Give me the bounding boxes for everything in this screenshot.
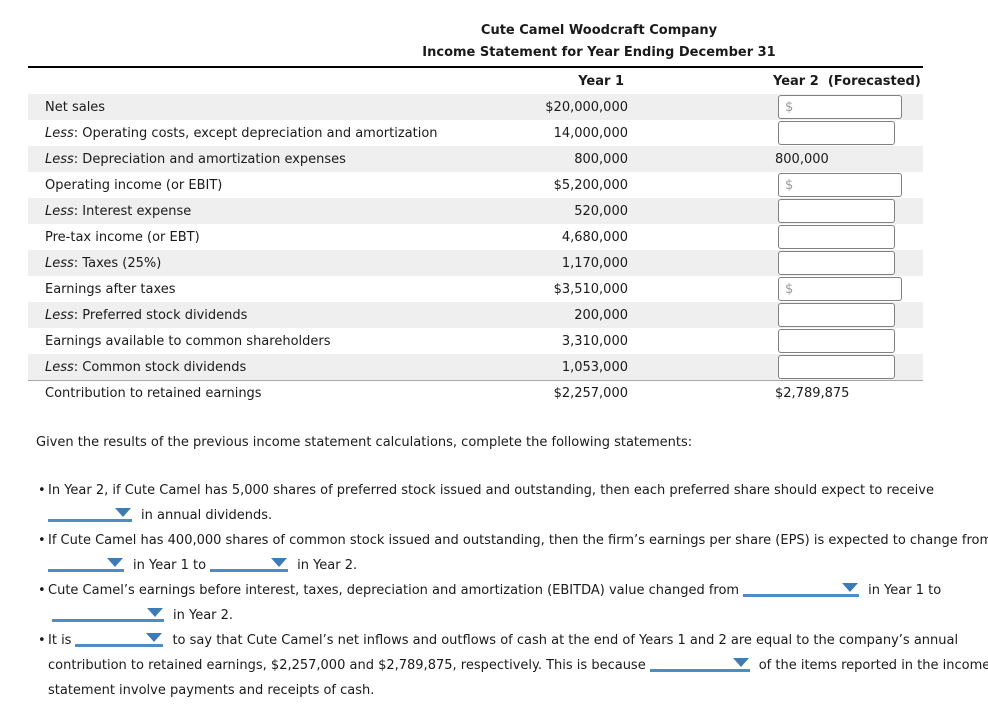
interest-expense-input-box xyxy=(778,199,895,223)
net-sales-input-box: $ xyxy=(778,95,902,119)
year1-value: $3,510,000 xyxy=(553,281,628,297)
eps-year2-dropdown[interactable] xyxy=(210,554,289,572)
it-is-dropdown[interactable] xyxy=(75,629,164,647)
year1-value: $20,000,000 xyxy=(545,99,628,115)
table-row: Less: Depreciation and amortization expe… xyxy=(28,146,923,172)
interest-expense-input[interactable] xyxy=(779,201,894,221)
dollar-prefix: $ xyxy=(785,99,794,115)
pretax-income-input-box xyxy=(778,225,895,249)
year1-value: $5,200,000 xyxy=(553,177,628,193)
earnings-after-taxes-input[interactable] xyxy=(793,279,901,299)
table-row: Less: Interest expense 520,000 xyxy=(28,198,923,224)
row-label: Earnings available to common shareholder… xyxy=(45,333,331,349)
common-dividends-input-box xyxy=(778,355,895,379)
table-row: Less: Operating costs, except depreciati… xyxy=(28,120,923,146)
table-row: Less: Common stock dividends 1,053,000 xyxy=(28,354,923,380)
earnings-common-input-box xyxy=(778,329,895,353)
table-row: Operating income (or EBIT) $5,200,000 $ xyxy=(28,172,923,198)
earnings-common-input[interactable] xyxy=(779,331,894,351)
dollar-prefix: $ xyxy=(785,177,794,193)
table-row: Earnings after taxes $3,510,000 $ xyxy=(28,276,923,302)
year1-value: 1,053,000 xyxy=(561,359,628,375)
bullet2-line1: If Cute Camel has 400,000 shares of comm… xyxy=(0,528,988,553)
table-row: Net sales $20,000,000 $ xyxy=(28,94,923,120)
dropdown-arrow-icon xyxy=(732,658,749,667)
statements-section: Given the results of the previous income… xyxy=(0,430,988,703)
bullet2-line2: in Year 1 to in Year 2. xyxy=(0,553,988,578)
statements-intro: Given the results of the previous income… xyxy=(36,435,693,450)
ebit-input-box: $ xyxy=(778,173,902,197)
year1-value: 200,000 xyxy=(574,307,628,323)
preferred-dividends-input[interactable] xyxy=(779,305,894,325)
ebit-input[interactable] xyxy=(793,175,901,195)
col-header-year1: Year 1 xyxy=(578,73,624,89)
bullet4-line2: contribution to retained earnings, $2,25… xyxy=(0,653,988,678)
operating-costs-input[interactable] xyxy=(779,123,894,143)
col-header-year2: Year 2 (Forecasted) xyxy=(773,73,921,89)
bullet1-line1: In Year 2, if Cute Camel has 5,000 share… xyxy=(0,478,988,503)
eps-year1-dropdown[interactable] xyxy=(48,554,124,572)
preferred-dividend-dropdown[interactable] xyxy=(48,504,132,522)
table-row: Less: Preferred stock dividends 200,000 xyxy=(28,302,923,328)
dropdown-arrow-icon xyxy=(147,608,163,617)
net-sales-input[interactable] xyxy=(793,97,901,117)
bullet3-line2: in Year 2. xyxy=(0,603,988,628)
row-label: Less: Operating costs, except depreciati… xyxy=(45,125,438,141)
row-label: Less: Taxes (25%) xyxy=(45,255,162,271)
year2-value: $2,789,875 xyxy=(775,386,850,401)
row-label: Less: Preferred stock dividends xyxy=(45,307,248,323)
year1-value: 520,000 xyxy=(574,203,628,219)
table-row: Pre-tax income (or EBT) 4,680,000 xyxy=(28,224,923,250)
row-label: Less: Common stock dividends xyxy=(45,359,247,375)
row-label: Less: Depreciation and amortization expe… xyxy=(45,151,346,167)
row-label: Earnings after taxes xyxy=(45,281,176,297)
company-name: Cute Camel Woodcraft Company xyxy=(480,23,718,38)
year1-value: 4,680,000 xyxy=(561,229,628,245)
dropdown-arrow-icon xyxy=(146,633,163,642)
year1-value: 14,000,000 xyxy=(553,125,628,141)
row-label: Net sales xyxy=(45,99,106,115)
dropdown-arrow-icon xyxy=(842,583,859,592)
dropdown-arrow-icon xyxy=(271,558,288,567)
pretax-income-input[interactable] xyxy=(779,227,894,247)
report-header: Cute Camel Woodcraft Company Income Stat… xyxy=(205,20,988,64)
table-row: Contribution to retained earnings $2,257… xyxy=(28,380,923,406)
because-dropdown[interactable] xyxy=(649,654,750,672)
statement-title: Income Statement for Year Ending Decembe… xyxy=(422,45,776,60)
table-row: Less: Taxes (25%) 1,170,000 xyxy=(28,250,923,276)
row-label: Less: Interest expense xyxy=(45,203,192,219)
row-label: Operating income (or EBIT) xyxy=(45,177,223,193)
header-rule xyxy=(28,66,923,68)
income-statement-table: Year 1 Year 2 (Forecasted) Net sales $20… xyxy=(28,68,923,406)
taxes-input[interactable] xyxy=(779,253,894,273)
year1-value: 3,310,000 xyxy=(561,333,628,349)
row-label: Pre-tax income (or EBT) xyxy=(45,229,200,245)
year2-value: 800,000 xyxy=(775,151,829,167)
bullet4-line3: statement involve payments and receipts … xyxy=(48,683,375,698)
bullet3-line1: Cute Camel’s earnings before interest, t… xyxy=(0,578,988,603)
year1-value: 1,170,000 xyxy=(561,255,628,271)
common-dividends-input[interactable] xyxy=(779,357,894,377)
earnings-after-taxes-input-box: $ xyxy=(778,277,902,301)
bullet1-line2: in annual dividends. xyxy=(0,503,988,528)
operating-costs-input-box xyxy=(778,121,895,145)
table-header-row: Year 1 Year 2 (Forecasted) xyxy=(28,68,923,94)
row-label: Contribution to retained earnings xyxy=(45,386,262,401)
taxes-input-box xyxy=(778,251,895,275)
dropdown-arrow-icon xyxy=(107,558,123,567)
year1-value: $2,257,000 xyxy=(553,386,628,401)
preferred-dividends-input-box xyxy=(778,303,895,327)
ebitda-year1-dropdown[interactable] xyxy=(743,579,860,597)
table-row: Earnings available to common shareholder… xyxy=(28,328,923,354)
year1-value: 800,000 xyxy=(574,151,628,167)
ebitda-year2-dropdown[interactable] xyxy=(52,604,164,622)
dropdown-arrow-icon xyxy=(115,508,131,517)
dollar-prefix: $ xyxy=(785,281,794,297)
